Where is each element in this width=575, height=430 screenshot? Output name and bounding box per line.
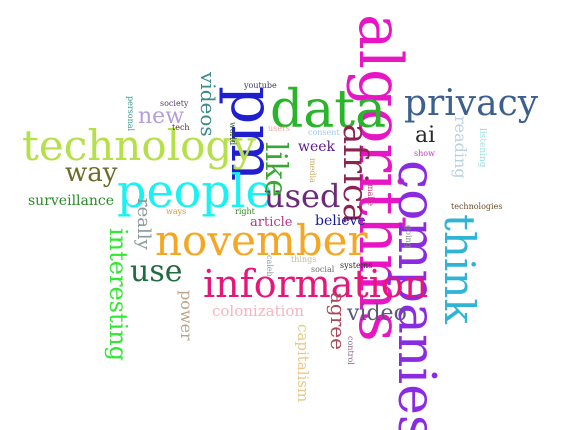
word-world: world <box>228 122 237 146</box>
word-consent: consent <box>308 128 340 137</box>
word-interesting: interesting <box>104 228 132 362</box>
word-new: new <box>138 104 185 129</box>
word-ways: ways <box>166 207 187 216</box>
word-right: right <box>235 207 255 216</box>
word-videos: videos <box>196 72 220 137</box>
word-youtube: youtube <box>244 81 277 90</box>
word-really: really <box>133 198 154 250</box>
word-agree: agree <box>326 292 350 350</box>
word-information: information <box>203 262 429 306</box>
word-africa: africa <box>335 124 375 224</box>
word-believe: believe <box>315 213 366 229</box>
word-things: things <box>291 255 317 264</box>
word-think: think <box>435 214 484 324</box>
word-tech: tech <box>172 123 190 132</box>
word-users: users <box>268 124 290 133</box>
word-listening: listening <box>477 128 487 168</box>
word-capitalism: capitalism <box>294 324 312 403</box>
word-media: media <box>308 158 317 183</box>
word-show: show <box>414 149 435 158</box>
word-technology: technology <box>22 121 256 170</box>
word-reading: reading <box>451 116 470 179</box>
word-going: going <box>404 225 413 248</box>
word-use: use <box>130 254 183 289</box>
word-surveillance: surveillance <box>28 193 115 209</box>
word-power: power <box>177 290 196 341</box>
word-society: society <box>160 99 189 108</box>
word-privacy: privacy <box>404 83 539 124</box>
word-social: social <box>311 265 335 274</box>
word-way: way <box>65 158 118 188</box>
word-used: used <box>264 177 341 215</box>
word-video: video <box>347 301 407 326</box>
word-personal: personal <box>126 96 135 132</box>
word-colonization: colonization <box>212 302 305 320</box>
word-caleb: caleb <box>265 255 274 277</box>
word-week: week <box>298 139 336 155</box>
word-people: people <box>117 164 273 218</box>
word-like: like <box>258 142 293 198</box>
word-technologies: technologies <box>451 202 503 211</box>
word-data: data <box>270 80 387 140</box>
word-article: article <box>250 215 293 230</box>
word-november: november <box>155 216 368 265</box>
word-make: make <box>366 184 375 206</box>
word-ai: ai <box>415 123 436 148</box>
word-control: control <box>346 336 355 365</box>
word-systems: systems <box>340 261 373 270</box>
